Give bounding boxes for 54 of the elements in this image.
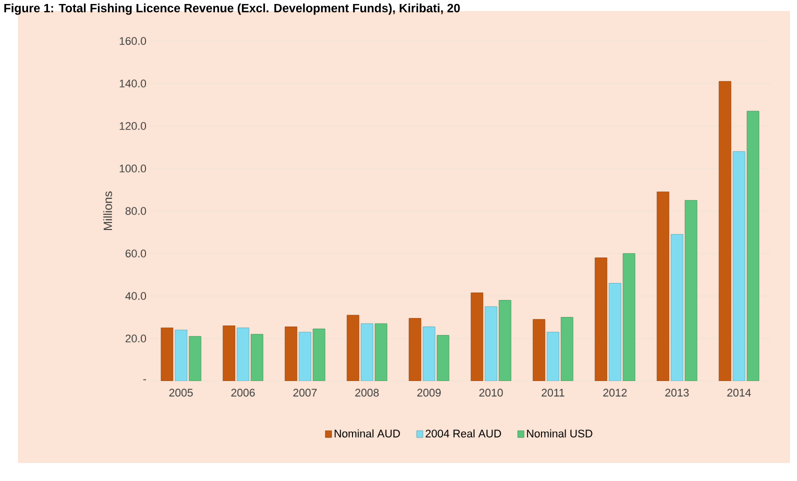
bar: [188, 336, 202, 381]
bar: [222, 326, 236, 381]
bar: [298, 332, 312, 381]
x-tick-label: 2006: [231, 388, 255, 397]
bar: [160, 328, 174, 381]
bar: [174, 330, 188, 381]
bar: [236, 328, 250, 381]
chart-title: Figure 1: Total Fishing Licence Revenue (Excl. Development Funds), Kiribati, 20: [4, 4, 460, 15]
bar: [312, 328, 326, 381]
y-tick-label: -: [143, 379, 146, 380]
bar: [560, 317, 574, 381]
y-tick-label: 40.0: [125, 292, 146, 300]
bar: [408, 318, 422, 381]
bar: [250, 334, 264, 381]
legend-label: Nominal USD: [527, 429, 592, 438]
bar: [622, 253, 636, 381]
y-tick-label: 60.0: [126, 250, 146, 258]
bar: [670, 234, 684, 381]
bar: [532, 319, 546, 381]
x-tick-label: 2010: [479, 388, 503, 397]
bar: [284, 326, 298, 381]
bar: [374, 323, 388, 381]
y-axis-title: Millions: [103, 191, 112, 230]
x-tick-label: 2007: [293, 388, 317, 397]
bar: [608, 283, 622, 381]
bar: [436, 335, 450, 381]
bar: [684, 200, 698, 381]
x-tick-label: 2014: [727, 388, 751, 397]
x-tick-label: 2008: [355, 388, 379, 397]
x-tick-label: 2005: [169, 388, 193, 397]
y-tick-label: 20.0: [126, 334, 146, 342]
bar: [732, 151, 746, 381]
x-tick-label: 2011: [542, 388, 564, 397]
bar: [746, 110, 760, 381]
bar: [656, 192, 670, 381]
bar: [470, 292, 484, 381]
bar: [594, 258, 608, 381]
legend-label: 2004 Real AUD: [426, 429, 501, 438]
y-tick-label: 120.0: [120, 122, 146, 130]
bar: [346, 314, 360, 381]
y-tick-label: 100.0: [120, 164, 146, 172]
y-tick-label: 160.0: [120, 37, 146, 45]
bar: [484, 306, 498, 381]
bar: [718, 81, 732, 381]
legend-label: Nominal AUD: [334, 429, 400, 438]
bar: [546, 332, 560, 381]
x-tick-label: 2009: [417, 388, 441, 397]
bar: [360, 323, 374, 381]
bar: [422, 326, 436, 381]
x-tick-label: 2013: [665, 388, 689, 397]
bar: [498, 300, 512, 381]
y-tick-label: 140.0: [120, 80, 146, 88]
x-tick-label: 2012: [603, 388, 627, 397]
y-tick-label: 80.0: [126, 207, 146, 215]
